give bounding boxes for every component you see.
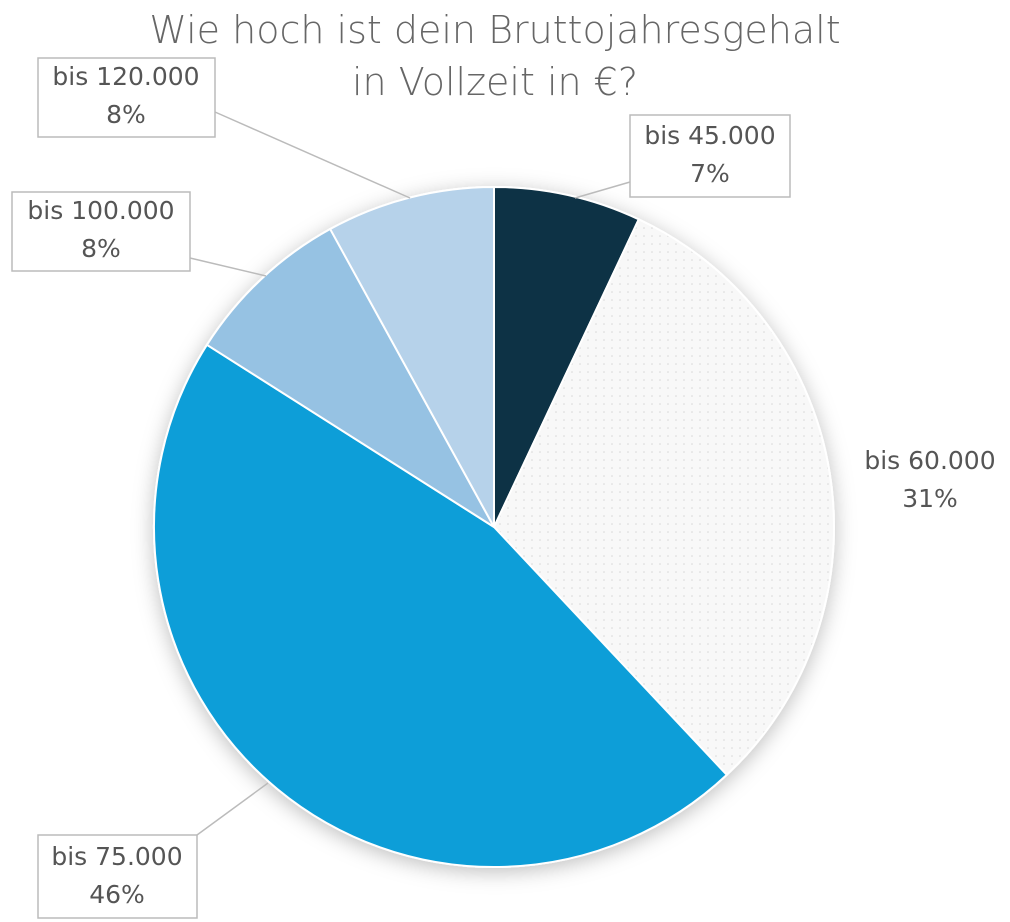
value-label: 46%	[89, 880, 145, 909]
label-box	[37, 834, 198, 919]
value-label: 31%	[902, 484, 958, 513]
value-label: 8%	[81, 234, 121, 263]
slice	[205, 227, 495, 528]
value-label: 8%	[106, 100, 146, 129]
category-label: bis 45.000	[644, 121, 775, 150]
slices	[153, 185, 835, 868]
category-label: bis 75.000	[51, 842, 182, 871]
leader-line	[196, 782, 269, 836]
label-box	[37, 57, 216, 138]
value-label: 7%	[690, 159, 730, 188]
slice	[492, 218, 835, 777]
category-label: bis 120.000	[52, 62, 199, 91]
category-label: bis 100.000	[27, 196, 174, 225]
category-label: bis 60.000	[864, 446, 995, 475]
slice	[493, 185, 641, 528]
label-box	[629, 114, 791, 198]
slice	[153, 343, 729, 868]
leader-line	[574, 181, 631, 199]
leader-line	[214, 111, 411, 199]
label-box	[11, 191, 191, 272]
leader-line	[189, 257, 267, 277]
labels: bis 45.000 7% bis 60.000 31% bis 75.000 46% bi…	[11, 57, 996, 919]
chart-title: Wie hoch ist dein Bruttojahresgehalt in …	[149, 8, 841, 104]
